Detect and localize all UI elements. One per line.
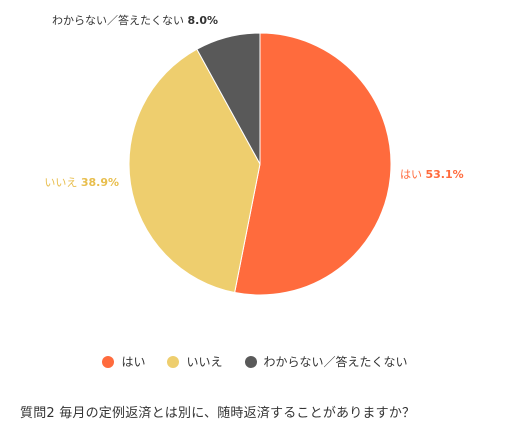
pie-slice-yes[interactable] <box>234 32 392 296</box>
legend-swatch-yes <box>102 355 115 368</box>
pie-slice-unknown[interactable] <box>196 32 261 165</box>
legend: はい いいえ わからない／答えたくない <box>0 353 510 370</box>
legend-swatch-no <box>167 355 180 368</box>
pie-slice-no[interactable] <box>128 48 261 294</box>
slice-label-yes: はい 53.1% <box>400 168 464 181</box>
legend-label-no: いいえ <box>186 355 223 369</box>
pie-slices <box>128 32 392 296</box>
pie-chart: はい 53.1% いいえ 38.9% わからない／答えたくない 8.0% <box>44 13 464 296</box>
legend-item-yes[interactable]: はい <box>102 353 145 370</box>
question-caption: 質問2 毎月の定例返済とは別に、随時返済することがありますか？ <box>20 406 416 421</box>
slice-label-no: いいえ 38.9% <box>44 176 119 189</box>
legend-swatch-unknown <box>244 355 257 368</box>
legend-item-no[interactable]: いいえ <box>167 353 223 370</box>
legend-label-yes: はい <box>121 355 146 369</box>
pie-labels: はい 53.1% いいえ 38.9% わからない／答えたくない 8.0% <box>44 13 463 189</box>
legend-label-unknown: わからない／答えたくない <box>263 355 408 369</box>
legend-item-unknown[interactable]: わからない／答えたくない <box>244 353 408 370</box>
slice-label-unknown: わからない／答えたくない 8.0% <box>52 13 218 27</box>
